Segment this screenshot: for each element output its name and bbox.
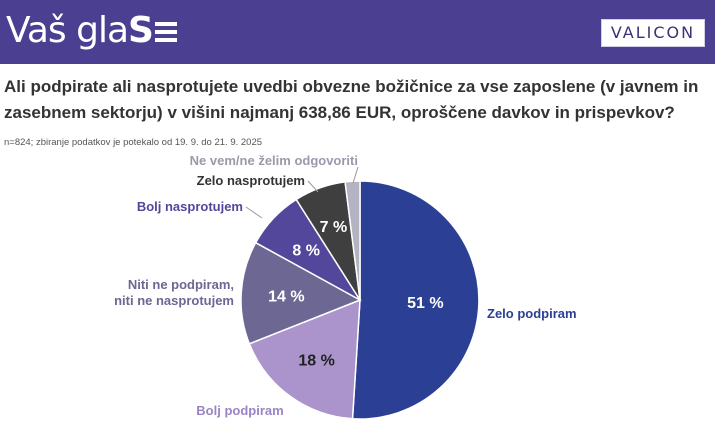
category-label: Niti ne podpiram, bbox=[128, 277, 234, 292]
leader-line bbox=[245, 206, 263, 219]
pie-slice-2 bbox=[240, 241, 362, 345]
category-label: Zelo nasprotujem bbox=[197, 173, 305, 188]
leader-line bbox=[307, 180, 319, 193]
leader-line bbox=[352, 166, 359, 184]
slice-value-label: 14 % bbox=[268, 288, 304, 305]
pie-slice-0 bbox=[351, 180, 480, 420]
question-title: Ali podpirate ali nasprotujete uvedbi ob… bbox=[4, 77, 699, 122]
brand-text-bold: S bbox=[128, 10, 154, 51]
slice-value-label: 8 % bbox=[292, 243, 320, 260]
slice-value-label: 7 % bbox=[320, 219, 348, 236]
brand-logo: Vaš glaS bbox=[6, 8, 177, 54]
category-label: Bolj podpiram bbox=[196, 403, 283, 418]
slice-value-label: 51 % bbox=[407, 295, 443, 312]
category-label: niti ne nasprotujem bbox=[114, 293, 234, 308]
slice-value-label: 18 % bbox=[298, 353, 334, 370]
brand-text: Vaš gla bbox=[6, 10, 129, 51]
pie-slice-1 bbox=[248, 298, 361, 420]
brand-lines-icon bbox=[154, 18, 177, 46]
category-label: Ne vem/ne želim odgovoriti bbox=[190, 153, 358, 168]
category-label: Bolj nasprotujem bbox=[137, 199, 243, 214]
survey-meta: n=824; zbiranje podatkov je potekalo od … bbox=[4, 137, 263, 148]
header-banner: Vaš glaS VALICON bbox=[0, 0, 715, 64]
pie-slice-5 bbox=[344, 180, 361, 301]
category-label: Zelo podpiram bbox=[487, 306, 577, 321]
valicon-logo: VALICON bbox=[601, 19, 705, 47]
valicon-logo-text: VALICON bbox=[610, 23, 696, 42]
